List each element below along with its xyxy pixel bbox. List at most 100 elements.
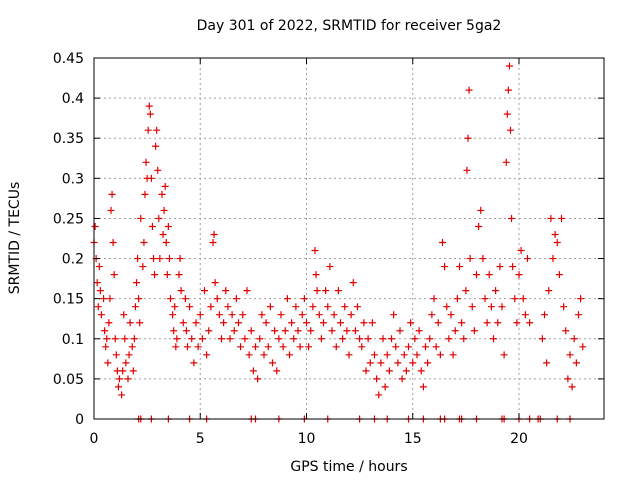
- data-point: [171, 303, 179, 311]
- data-point: [277, 311, 285, 319]
- data-point: [184, 343, 191, 351]
- data-point: [377, 359, 385, 367]
- data-point: [343, 327, 351, 335]
- data-point: [294, 327, 302, 335]
- data-point: [235, 319, 242, 327]
- data-point: [543, 359, 551, 367]
- data-point: [192, 319, 200, 327]
- data-point: [456, 263, 463, 271]
- y-tick-label: 0.1: [62, 332, 84, 348]
- data-point: [286, 351, 293, 359]
- data-point: [172, 343, 180, 351]
- data-point: [422, 343, 429, 351]
- data-point: [385, 367, 393, 375]
- data-point: [468, 303, 476, 311]
- data-point: [398, 375, 406, 383]
- data-point: [190, 359, 198, 367]
- data-point: [526, 319, 534, 327]
- data-point: [371, 351, 378, 359]
- data-point: [136, 319, 144, 327]
- data-point: [218, 335, 225, 343]
- data-point: [210, 230, 218, 238]
- data-point: [347, 311, 355, 319]
- data-point: [279, 343, 287, 351]
- data-point: [424, 359, 432, 367]
- y-tick-label: 0: [75, 412, 84, 428]
- data-point: [243, 287, 251, 295]
- data-point: [464, 134, 472, 142]
- data-point: [130, 335, 138, 343]
- data-point: [439, 239, 446, 247]
- data-point: [182, 327, 190, 335]
- data-point: [141, 190, 149, 198]
- data-point: [498, 303, 506, 311]
- data-point: [196, 311, 204, 319]
- data-point: [445, 335, 453, 343]
- data-point: [273, 367, 281, 375]
- data-point: [108, 190, 116, 198]
- x-tick-label: 15: [404, 431, 422, 447]
- data-point: [134, 255, 142, 263]
- data-point: [481, 295, 489, 303]
- data-point: [211, 279, 219, 287]
- data-point: [154, 166, 162, 174]
- data-point: [205, 327, 213, 335]
- data-point: [220, 319, 228, 327]
- data-point: [334, 287, 342, 295]
- data-point: [198, 335, 206, 343]
- data-point: [156, 255, 164, 263]
- data-point: [167, 295, 174, 303]
- data-point: [142, 158, 150, 166]
- data-point: [256, 335, 264, 343]
- data-point: [508, 214, 516, 222]
- data-point: [179, 319, 187, 327]
- data-point: [309, 303, 317, 311]
- data-point: [303, 319, 310, 327]
- data-point: [288, 319, 296, 327]
- data-point: [116, 375, 123, 383]
- data-point: [258, 311, 266, 319]
- data-point: [145, 102, 153, 110]
- data-point: [485, 271, 493, 279]
- data-point: [492, 287, 500, 295]
- y-tick-label: 0.15: [53, 292, 84, 308]
- data-point: [173, 335, 181, 343]
- data-point: [269, 359, 276, 367]
- data-point: [354, 303, 361, 311]
- data-point: [502, 158, 510, 166]
- data-point: [133, 279, 140, 287]
- data-point: [271, 327, 279, 335]
- data-point: [394, 359, 402, 367]
- data-point: [507, 126, 514, 134]
- data-point: [155, 214, 163, 222]
- data-point: [121, 335, 129, 343]
- data-point: [164, 222, 172, 230]
- data-point: [160, 206, 168, 214]
- data-point: [106, 295, 114, 303]
- data-point: [521, 311, 529, 319]
- data-point: [104, 359, 112, 367]
- data-point: [320, 319, 327, 327]
- data-point: [475, 222, 483, 230]
- x-axis-label: GPS time / hours: [290, 459, 407, 475]
- data-point: [207, 303, 215, 311]
- data-point: [158, 190, 166, 198]
- data-point: [94, 303, 102, 311]
- data-point: [194, 343, 202, 351]
- data-point: [213, 295, 221, 303]
- data-point: [494, 319, 502, 327]
- data-point: [504, 86, 512, 94]
- data-point: [307, 327, 315, 335]
- data-point: [311, 247, 319, 255]
- data-point: [470, 327, 478, 335]
- data-point: [503, 110, 511, 118]
- chart-title: Day 301 of 2022, SRMTID for receiver 5ga…: [197, 18, 502, 34]
- data-point: [458, 319, 466, 327]
- data-point: [326, 263, 334, 271]
- data-point: [249, 367, 257, 375]
- data-point: [275, 335, 283, 343]
- data-point: [562, 327, 570, 335]
- data-point: [549, 255, 557, 263]
- x-tick-label: 10: [298, 431, 316, 447]
- data-point: [553, 239, 561, 247]
